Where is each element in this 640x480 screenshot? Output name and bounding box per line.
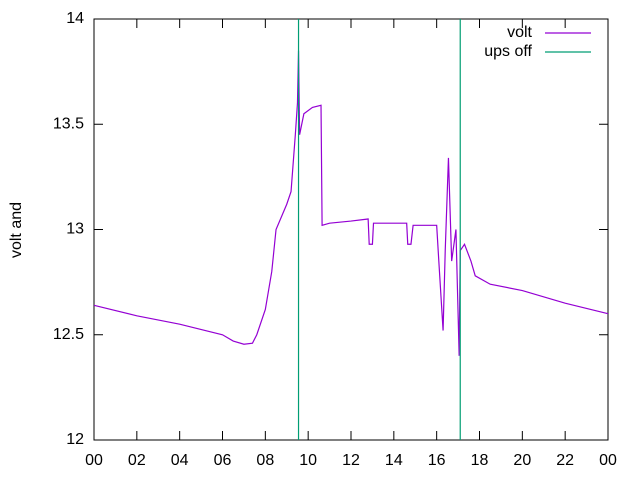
- x-tick-label: 00: [85, 452, 103, 469]
- x-tick-label: 16: [428, 452, 446, 469]
- legend-label: volt: [507, 24, 532, 41]
- x-tick-label: 08: [256, 452, 274, 469]
- plot-frame: [93, 18, 609, 441]
- x-tick-label: 22: [556, 452, 574, 469]
- y-tick-label: 14: [66, 10, 84, 27]
- x-tick-label: 20: [513, 452, 531, 469]
- x-tick-label: 02: [128, 452, 146, 469]
- series-line: [297, 19, 461, 440]
- x-tick-label: 14: [385, 452, 403, 469]
- x-tick-label: 10: [299, 452, 317, 469]
- x-tick-label: 06: [214, 452, 232, 469]
- x-tick-label: 18: [471, 452, 489, 469]
- x-tick-label: 00: [599, 452, 617, 469]
- y-axis-label: volt and: [8, 202, 25, 258]
- x-tick-label: 12: [342, 452, 360, 469]
- x-tick-label: 04: [171, 452, 189, 469]
- y-tick-label: 12: [66, 431, 84, 448]
- series-line: [93, 50, 609, 356]
- y-tick-label: 13.5: [53, 115, 84, 132]
- legend-label: ups off: [484, 43, 532, 60]
- y-tick-label: 12.5: [53, 326, 84, 343]
- y-tick-label: 13: [66, 221, 84, 238]
